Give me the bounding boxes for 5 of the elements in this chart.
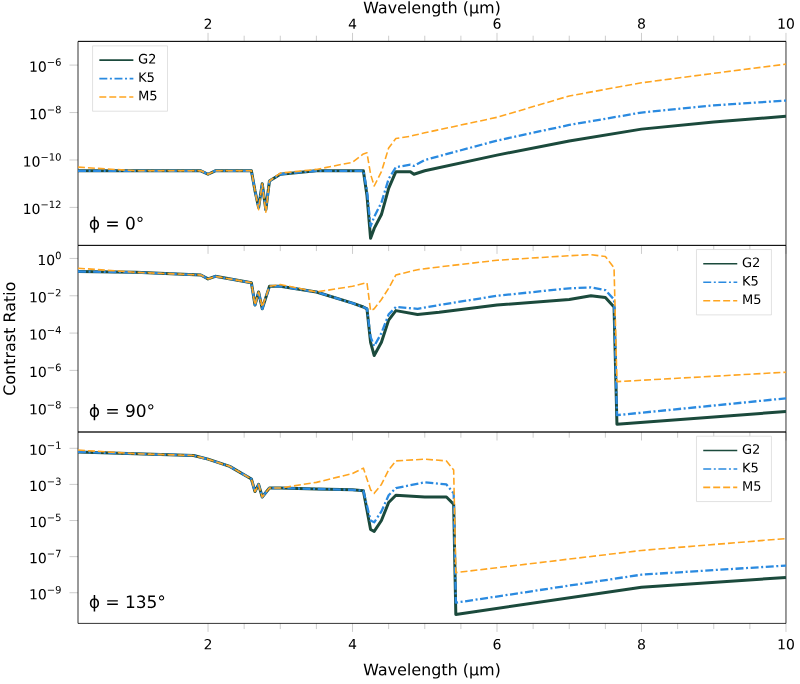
line-series: [78, 253, 786, 383]
annotation: ϕ = 0°: [89, 216, 143, 233]
annotation: ϕ = 135°: [89, 595, 165, 612]
annotation: ϕ = 90°: [89, 403, 154, 421]
line-series: [78, 63, 786, 213]
